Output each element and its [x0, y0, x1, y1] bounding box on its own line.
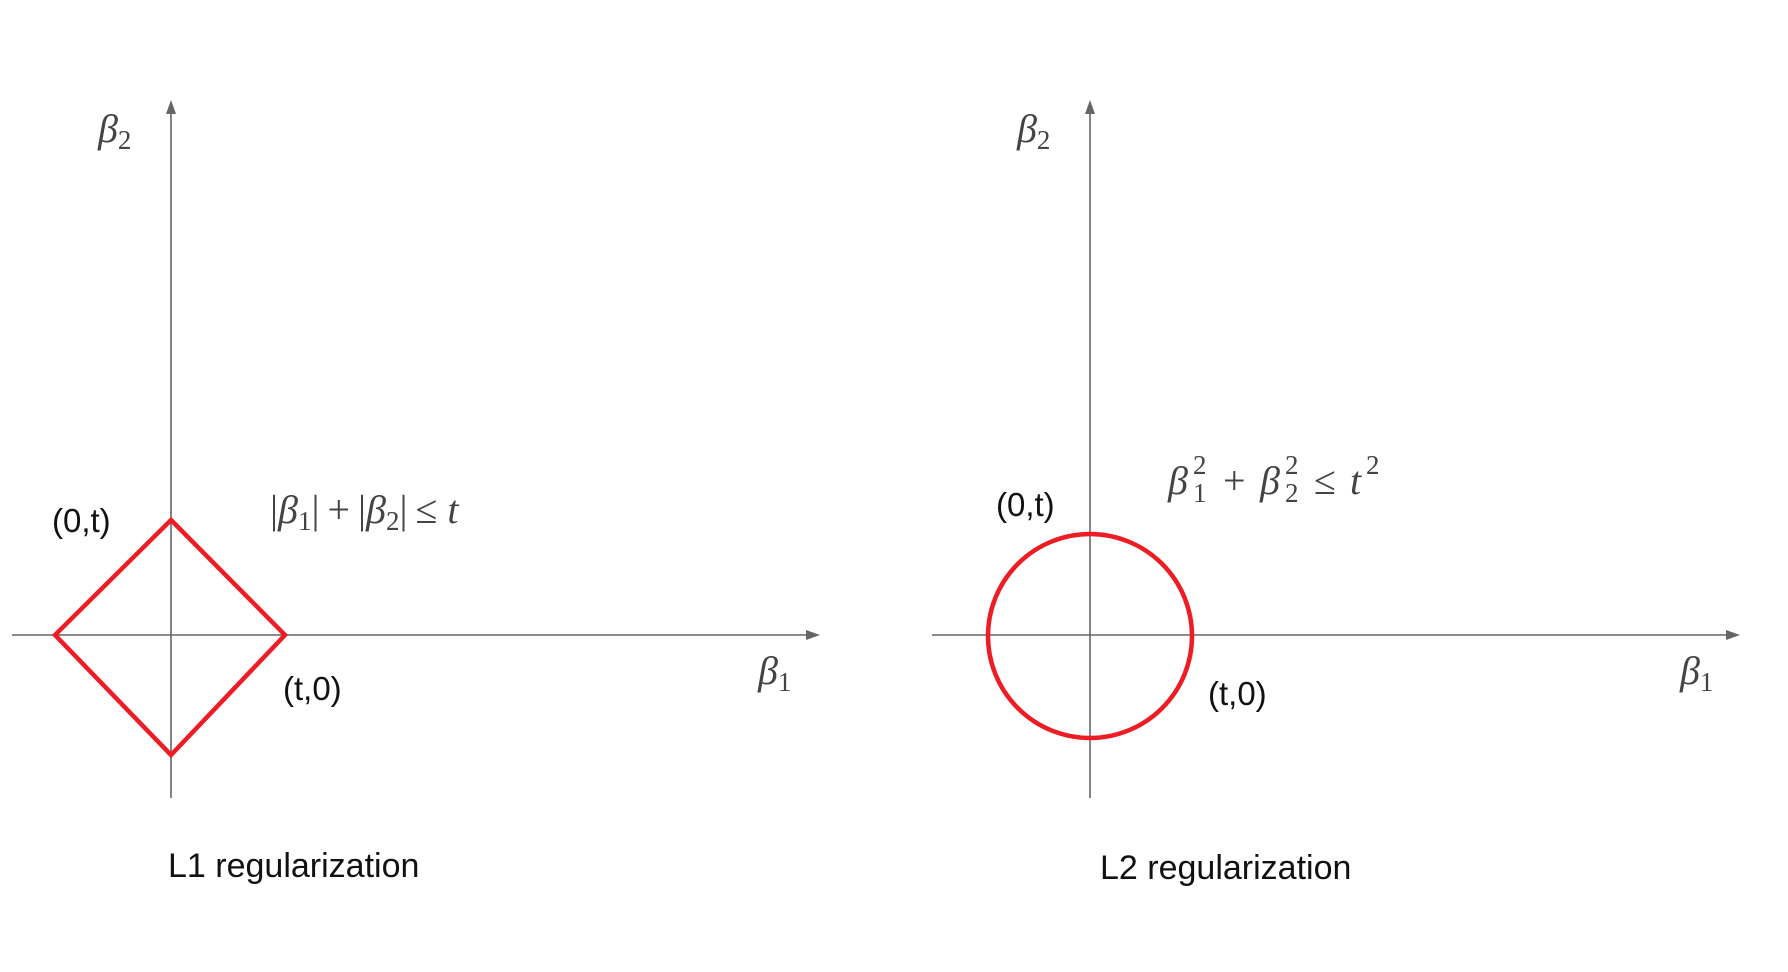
l1-point-top-label: (0,t)	[52, 502, 111, 539]
l2-y-axis-arrowhead	[1085, 100, 1095, 114]
l2-point-right-label: (t,0)	[1208, 675, 1267, 712]
l2-x-axis-label: β1	[1679, 648, 1713, 697]
svg-text:2: 2	[1285, 478, 1299, 508]
l2-x-axis-arrowhead	[1726, 630, 1740, 640]
svg-text:β: β	[1259, 458, 1280, 503]
svg-text:2: 2	[1366, 450, 1380, 480]
l2-caption: L2 regularization	[1100, 849, 1351, 887]
svg-text:t: t	[1350, 458, 1362, 503]
l1-x-axis-label: β1	[757, 648, 791, 697]
svg-text:2: 2	[1285, 450, 1299, 480]
l1-y-axis-label: β2	[97, 106, 131, 155]
l1-constraint-formula: |β1| + |β2| ≤ t	[270, 487, 459, 536]
l2-panel: β2 β1 (0,t) (t,0) β 2 1 + β 2 2 ≤ t 2 L2…	[932, 100, 1740, 887]
l2-y-axis-label: β2	[1016, 106, 1050, 155]
svg-text:1: 1	[1193, 478, 1207, 508]
svg-text:2: 2	[1193, 450, 1207, 480]
l1-x-axis-arrowhead	[806, 630, 820, 640]
svg-text:≤: ≤	[1314, 458, 1336, 503]
svg-text:+: +	[1223, 458, 1246, 503]
l2-point-top-label: (0,t)	[996, 486, 1055, 523]
l1-y-axis-arrowhead	[166, 100, 176, 114]
l1-caption: L1 regularization	[168, 847, 419, 885]
l2-constraint-formula: β 2 1 + β 2 2 ≤ t 2	[1167, 450, 1380, 508]
l1-diamond	[51, 516, 289, 759]
l1-panel: β2 β1 (0,t) (t,0) |β1| + |β2| ≤ t L1 regular…	[12, 100, 820, 885]
l2-circle	[985, 531, 1195, 741]
l1-point-right-label: (t,0)	[283, 670, 342, 707]
svg-text:β: β	[1167, 458, 1188, 503]
